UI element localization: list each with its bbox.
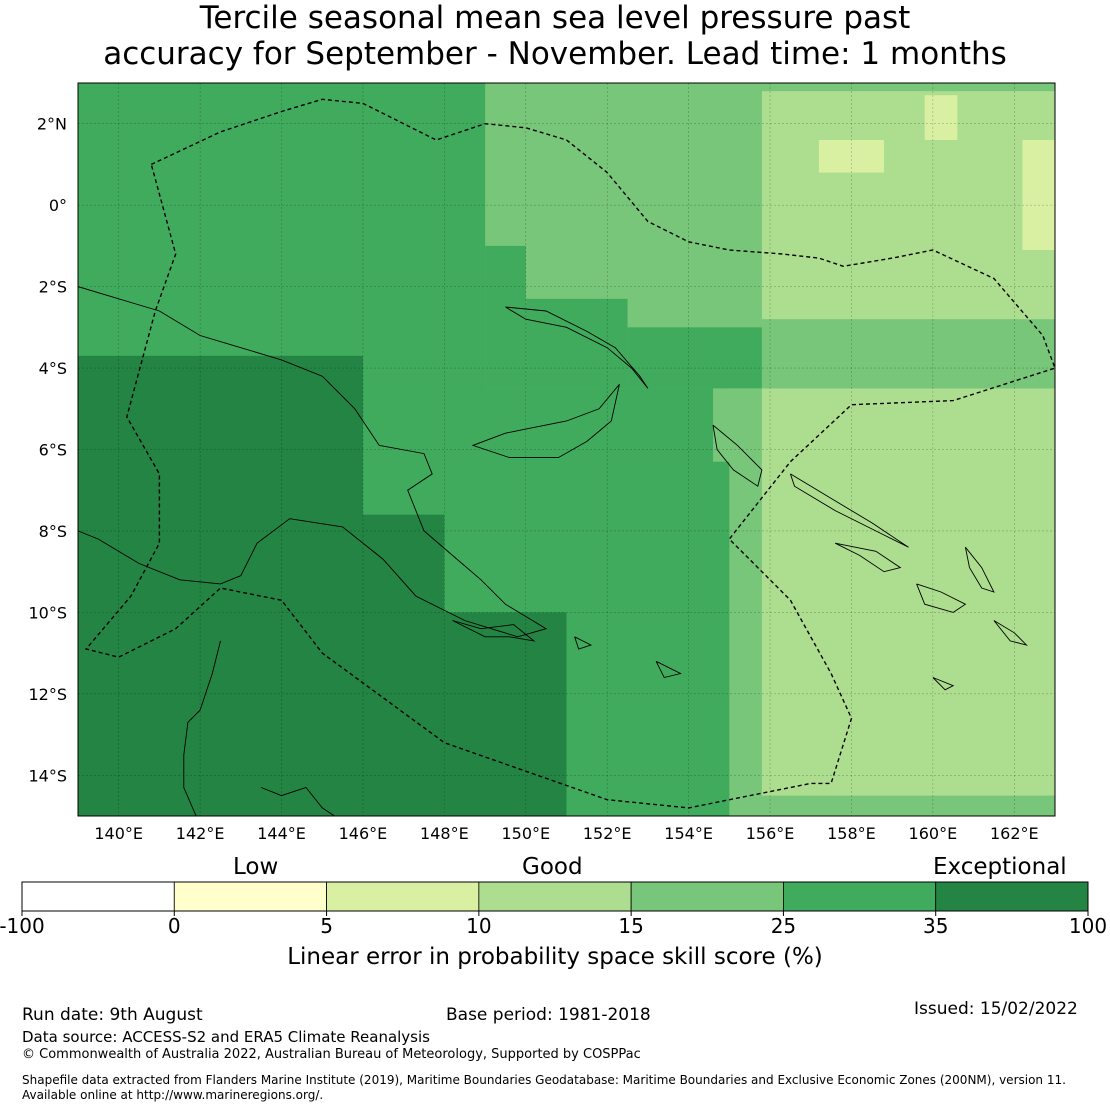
colorbar-ticks: -100 0 5 10 15 25 35 100	[0, 911, 1107, 938]
colorbar-segment	[478, 881, 632, 912]
title-line-2: accuracy for September - November. Lead …	[103, 36, 1007, 72]
colorbar-tick-label: 10	[466, 914, 491, 938]
skill-score-grid	[78, 83, 1055, 816]
map: 2°N 0° 2°S 4°S 6°S 8°S 10°S 12°S 14°S 140°E 142°E…	[28, 82, 1056, 843]
coastline-10	[655, 660, 682, 679]
lat-tick-label: 6°S	[39, 441, 67, 460]
colorbar-tick-label: 35	[923, 914, 948, 938]
skill-region-8	[627, 327, 762, 389]
skill-region-11	[713, 388, 771, 462]
coastline-1	[471, 384, 620, 459]
colorbar-segment	[783, 881, 937, 912]
lon-tick-label: 152°E	[583, 824, 632, 843]
coastline-7	[964, 546, 995, 593]
coastline-6	[916, 583, 967, 613]
lat-tick-label: 2°S	[39, 278, 67, 297]
longitude-labels: 140°E 142°E 144°E 146°E 148°E 150°E 152°E 154°E…	[94, 824, 1038, 843]
gridlines	[78, 83, 1055, 816]
lat-tick-label: 12°S	[28, 685, 67, 704]
colorbar-tick-label: 0	[168, 914, 181, 938]
skill-region-4	[1022, 140, 1055, 250]
colorbar-segment	[935, 881, 1089, 912]
lat-tick-label: 4°S	[39, 359, 67, 378]
lat-tick-label: 8°S	[39, 522, 67, 541]
skill-region-13	[78, 355, 363, 816]
colorbar-segment	[173, 881, 327, 912]
skill-region-12	[761, 388, 1055, 796]
lat-tick-label: 2°N	[37, 115, 67, 134]
skill-region-5	[78, 83, 486, 389]
lat-tick-label: 0°	[49, 196, 67, 215]
coastline-5	[834, 542, 902, 573]
colorbar: -100 0 5 10 15 25 35 100	[0, 881, 1107, 938]
colorbar-segment	[21, 881, 175, 912]
title-line-1: Tercile seasonal mean sea level pressure…	[199, 0, 911, 36]
lat-tick-label: 14°S	[28, 766, 67, 785]
shapefile-credit-line-2: Available online at http://www.marinereg…	[22, 1088, 324, 1102]
skill-region-2	[818, 140, 885, 173]
lon-tick-label: 150°E	[501, 824, 550, 843]
data-source: Data source: ACCESS-S2 and ERA5 Climate …	[22, 1028, 430, 1046]
lat-tick-label: 10°S	[28, 603, 67, 622]
colorbar-tick-label: 25	[771, 914, 796, 938]
skill-region-14	[362, 514, 445, 816]
lon-tick-label: 140°E	[94, 824, 143, 843]
coastlines	[78, 286, 1028, 816]
base-period: Base period: 1981-2018	[446, 1005, 651, 1025]
coastline-0	[78, 286, 548, 638]
coastline-9	[932, 677, 955, 691]
eez-boundary	[84, 98, 1055, 809]
coastline-14	[452, 620, 536, 642]
lon-tick-label: 154°E	[664, 824, 713, 843]
shapefile-credit-line-1: Shapefile data extracted from Flanders M…	[22, 1073, 1066, 1087]
lon-tick-label: 148°E	[420, 824, 469, 843]
category-exceptional-label: Exceptional	[933, 854, 1067, 880]
colorbar-tick-label: 15	[618, 914, 643, 938]
colorbar-frame	[21, 881, 1089, 912]
issued-date: Issued: 15/02/2022	[914, 999, 1078, 1019]
category-good-label: Good	[522, 854, 583, 880]
coastline-8	[993, 620, 1028, 646]
coastline-12	[183, 640, 221, 816]
lon-tick-label: 146°E	[339, 824, 388, 843]
coastline-4	[789, 473, 909, 548]
latitude-labels: 2°N 0° 2°S 4°S 6°S 8°S 10°S 12°S 14°S	[28, 115, 67, 786]
lon-tick-label: 142°E	[176, 824, 225, 843]
colorbar-tick-label: 100	[1069, 914, 1107, 938]
skill-region-3	[924, 95, 958, 141]
colorbar-segments	[21, 881, 1089, 912]
coastline-13	[261, 786, 335, 816]
lon-tick-label: 160°E	[909, 824, 958, 843]
coastline-11	[574, 636, 593, 650]
lon-tick-label: 162°E	[990, 824, 1039, 843]
colorbar-tick-label: 5	[320, 914, 333, 938]
copyright: © Commonwealth of Australia 2022, Austra…	[22, 1047, 641, 1062]
coastline-3	[712, 424, 763, 487]
lon-tick-label: 144°E	[257, 824, 306, 843]
lon-tick-label: 158°E	[827, 824, 876, 843]
eez-boundary-line	[84, 98, 1055, 809]
coastline-2	[505, 306, 649, 389]
skill-region-7	[525, 298, 628, 389]
run-date: Run date: 9th August	[22, 1005, 203, 1025]
colorbar-segment	[326, 881, 480, 912]
page-title: Tercile seasonal mean sea level pressure…	[0, 0, 1110, 72]
skill-region-1	[761, 91, 1055, 320]
colorbar-segment	[630, 881, 784, 912]
colorbar-tick-label: -100	[0, 914, 45, 938]
colorbar-title: Linear error in probability space skill …	[287, 944, 823, 970]
skill-region-6	[485, 245, 526, 389]
category-low-label: Low	[233, 854, 279, 880]
lon-tick-label: 156°E	[746, 824, 795, 843]
skill-region-15	[444, 612, 567, 816]
map-frame	[77, 82, 1056, 817]
